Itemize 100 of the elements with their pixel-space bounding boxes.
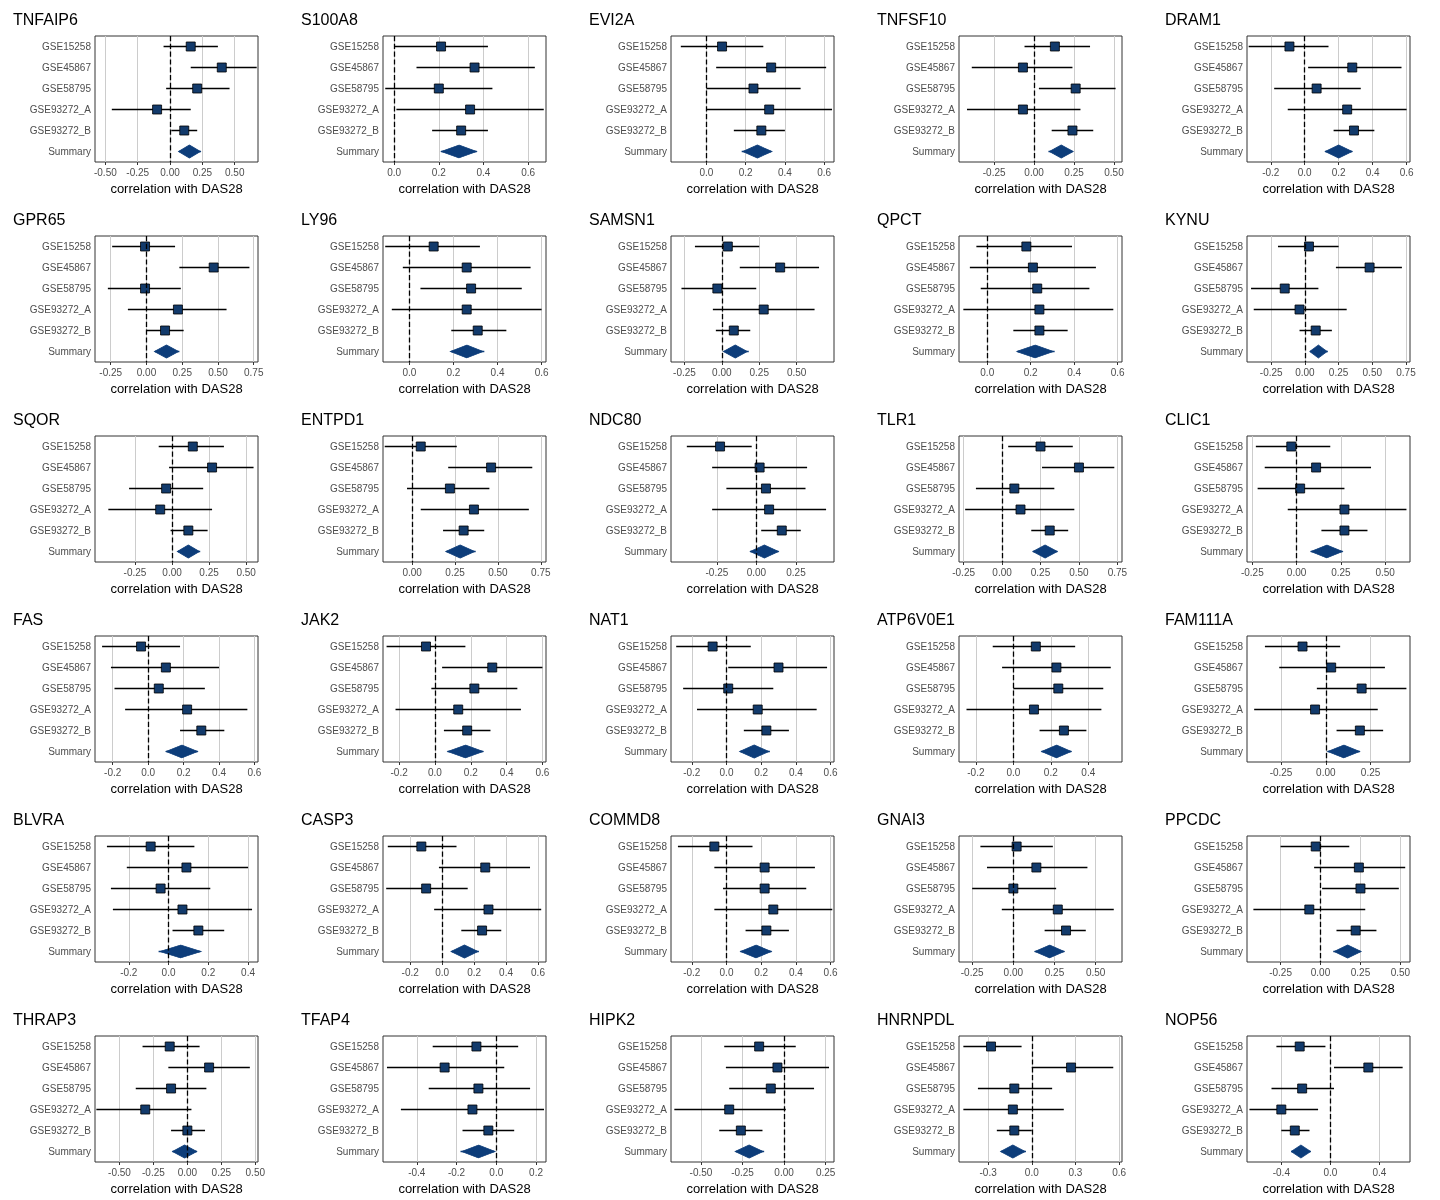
y-tick-label: GSE15258 [42, 1041, 92, 1052]
chart-title: CASP3 [301, 810, 354, 828]
x-tick-label: -0.2 [683, 966, 701, 978]
y-tick-label: GSE45867 [906, 262, 956, 273]
x-tick-label: 0.4 [777, 166, 793, 178]
y-tick-label: GSE93272_A [29, 504, 92, 515]
chart-title: FAM111A [1165, 610, 1234, 628]
x-tick-label: 0.50 [1375, 566, 1396, 578]
x-tick-label: 0.2 [529, 1166, 544, 1178]
y-tick-label: GSE15258 [42, 441, 92, 452]
y-tick-label: GSE93272_A [1181, 704, 1244, 715]
x-tick-label: 0.0 [1006, 766, 1021, 778]
x-tick-label: 0.4 [1067, 366, 1082, 378]
x-axis-title: correlation with DAS28 [398, 781, 531, 796]
x-tick-label: 0.6 [823, 766, 838, 778]
y-tick-label: Summary [624, 546, 667, 557]
x-tick-label: -0.25 [1269, 966, 1293, 978]
y-tick-label: GSE58795 [906, 1083, 956, 1094]
x-tick-label: -0.25 [142, 1166, 166, 1178]
x-tick-label: 0.25 [1360, 766, 1381, 778]
y-tick-label: Summary [1200, 546, 1243, 557]
y-tick-label: GSE93272_B [1181, 725, 1244, 736]
y-tick-label: GSE93272_A [1181, 904, 1244, 915]
y-tick-label: Summary [1200, 1146, 1243, 1157]
chart-title: DRAM1 [1165, 10, 1222, 28]
x-tick-label: 0.25 [1044, 966, 1065, 978]
x-tick-label: 0.00 [1286, 566, 1307, 578]
x-tick-label: 0.50 [1362, 366, 1383, 378]
y-tick-label: GSE93272_A [605, 104, 668, 115]
y-tick-label: GSE15258 [1194, 841, 1244, 852]
y-tick-label: GSE45867 [618, 62, 668, 73]
y-tick-label: GSE15258 [1194, 641, 1244, 652]
y-tick-label: GSE15258 [42, 641, 92, 652]
y-tick-label: GSE45867 [42, 262, 92, 273]
y-tick-label: Summary [912, 546, 955, 557]
x-axis-title: correlation with DAS28 [110, 1181, 243, 1196]
x-tick-label: 0.4 [788, 966, 804, 978]
y-tick-label: Summary [48, 946, 91, 957]
y-tick-label: GSE58795 [330, 1083, 380, 1094]
x-tick-label: -0.50 [93, 166, 118, 178]
y-tick-label: GSE93272_B [317, 325, 380, 336]
y-tick-label: GSE45867 [618, 662, 668, 673]
chart-title: HIPK2 [589, 1010, 636, 1028]
y-tick-label: Summary [48, 546, 91, 557]
y-tick-label: GSE15258 [618, 641, 668, 652]
y-tick-label: GSE15258 [906, 441, 956, 452]
y-tick-label: GSE58795 [618, 1083, 668, 1094]
x-tick-label: 0.00 [746, 566, 767, 578]
y-tick-label: GSE93272_B [605, 1125, 668, 1136]
y-tick-label: GSE58795 [618, 683, 668, 694]
y-tick-label: GSE15258 [42, 41, 92, 52]
y-tick-label: GSE45867 [42, 462, 92, 473]
x-tick-label: -0.25 [705, 566, 729, 578]
y-tick-label: Summary [912, 146, 955, 157]
y-tick-label: GSE93272_A [29, 1104, 92, 1115]
x-tick-label: 0.75 [1396, 366, 1417, 378]
y-tick-label: GSE15258 [1194, 441, 1244, 452]
x-tick-label: 0.0 [402, 366, 417, 378]
y-tick-label: GSE58795 [1194, 1083, 1244, 1094]
y-tick-label: GSE93272_B [1181, 525, 1244, 536]
y-tick-label: Summary [48, 1146, 91, 1157]
x-tick-label: 0.4 [788, 766, 804, 778]
chart-title: SQOR [13, 410, 61, 428]
y-tick-label: GSE93272_A [1181, 504, 1244, 515]
y-tick-label: GSE15258 [618, 241, 668, 252]
x-axis-title: correlation with DAS28 [974, 981, 1107, 996]
chart-title: ATP6V0E1 [877, 610, 956, 628]
y-tick-label: Summary [48, 746, 91, 757]
x-tick-label: 0.25 [192, 166, 213, 178]
x-tick-label: 0.00 [1003, 966, 1024, 978]
y-tick-label: GSE93272_B [29, 925, 92, 936]
y-tick-label: Summary [336, 946, 379, 957]
x-tick-label: 0.2 [754, 766, 769, 778]
y-tick-label: GSE45867 [42, 62, 92, 73]
x-tick-label: 0.50 [224, 166, 245, 178]
x-tick-label: -0.50 [689, 1166, 713, 1178]
y-tick-label: GSE93272_B [605, 525, 668, 536]
y-tick-label: GSE45867 [906, 862, 956, 873]
x-axis-title: correlation with DAS28 [110, 781, 243, 796]
x-tick-label: 0.4 [499, 766, 514, 778]
y-tick-label: GSE45867 [906, 462, 956, 473]
x-tick-label: 0.0 [427, 766, 443, 778]
x-tick-label: -0.25 [952, 566, 976, 578]
y-tick-label: GSE93272_A [605, 504, 668, 515]
x-tick-label: 0.6 [531, 966, 546, 978]
y-tick-label: GSE93272_A [317, 704, 380, 715]
x-tick-label: 0.0 [489, 1166, 504, 1178]
y-tick-label: GSE58795 [906, 283, 956, 294]
x-tick-label: 0.4 [499, 966, 514, 978]
x-tick-label: 0.00 [177, 1166, 198, 1178]
y-tick-label: GSE58795 [618, 483, 668, 494]
x-tick-label: 0.25 [1328, 366, 1349, 378]
y-tick-label: GSE15258 [618, 441, 668, 452]
x-tick-label: -0.2 [447, 1166, 466, 1178]
y-tick-label: GSE15258 [618, 1041, 668, 1052]
y-tick-label: GSE45867 [330, 1062, 380, 1073]
x-tick-label: 0.25 [211, 1166, 232, 1178]
y-tick-label: Summary [48, 146, 91, 157]
x-tick-label: -0.2 [390, 766, 409, 778]
y-tick-label: GSE58795 [42, 1083, 92, 1094]
